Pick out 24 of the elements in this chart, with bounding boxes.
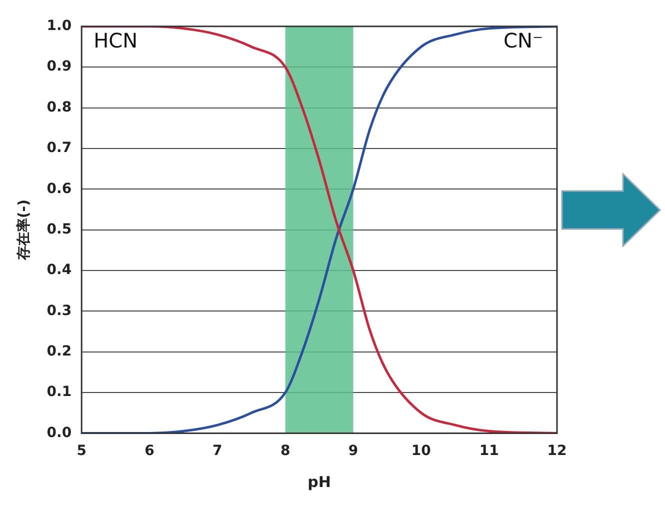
y-tick-label: 0.4 (46, 262, 72, 278)
series-label: HCN (94, 28, 138, 53)
x-tick-label: 11 (479, 443, 499, 460)
x-tick-label: 6 (144, 443, 154, 460)
x-tick-label: 8 (280, 443, 290, 460)
x-tick-label: 5 (76, 443, 86, 460)
y-tick-label: 0.1 (46, 384, 72, 400)
x-tick-label: 10 (411, 443, 432, 460)
y-tick-label: 0.3 (46, 302, 72, 319)
y-tick-label: 0.9 (46, 58, 72, 75)
y-tick-label: 0.5 (46, 221, 72, 238)
y-tick-label: 0.0 (46, 424, 72, 441)
y-tick-label: 0.7 (46, 140, 72, 156)
y-tick-label: 0.2 (46, 343, 72, 360)
y-tick-label: 0.8 (46, 99, 72, 116)
series-label: CN⁻ (504, 28, 543, 53)
line-series (82, 26, 557, 434)
x-tick-label: 9 (348, 443, 358, 460)
y-axis-title: 存在率(-) (15, 199, 32, 262)
x-axis-title: pH (308, 472, 331, 491)
x-tick-label: 12 (547, 443, 567, 460)
y-tick-label: 0.6 (46, 180, 72, 197)
x-tick-label: 7 (212, 443, 222, 460)
y-tick-label: 1.0 (46, 18, 72, 34)
